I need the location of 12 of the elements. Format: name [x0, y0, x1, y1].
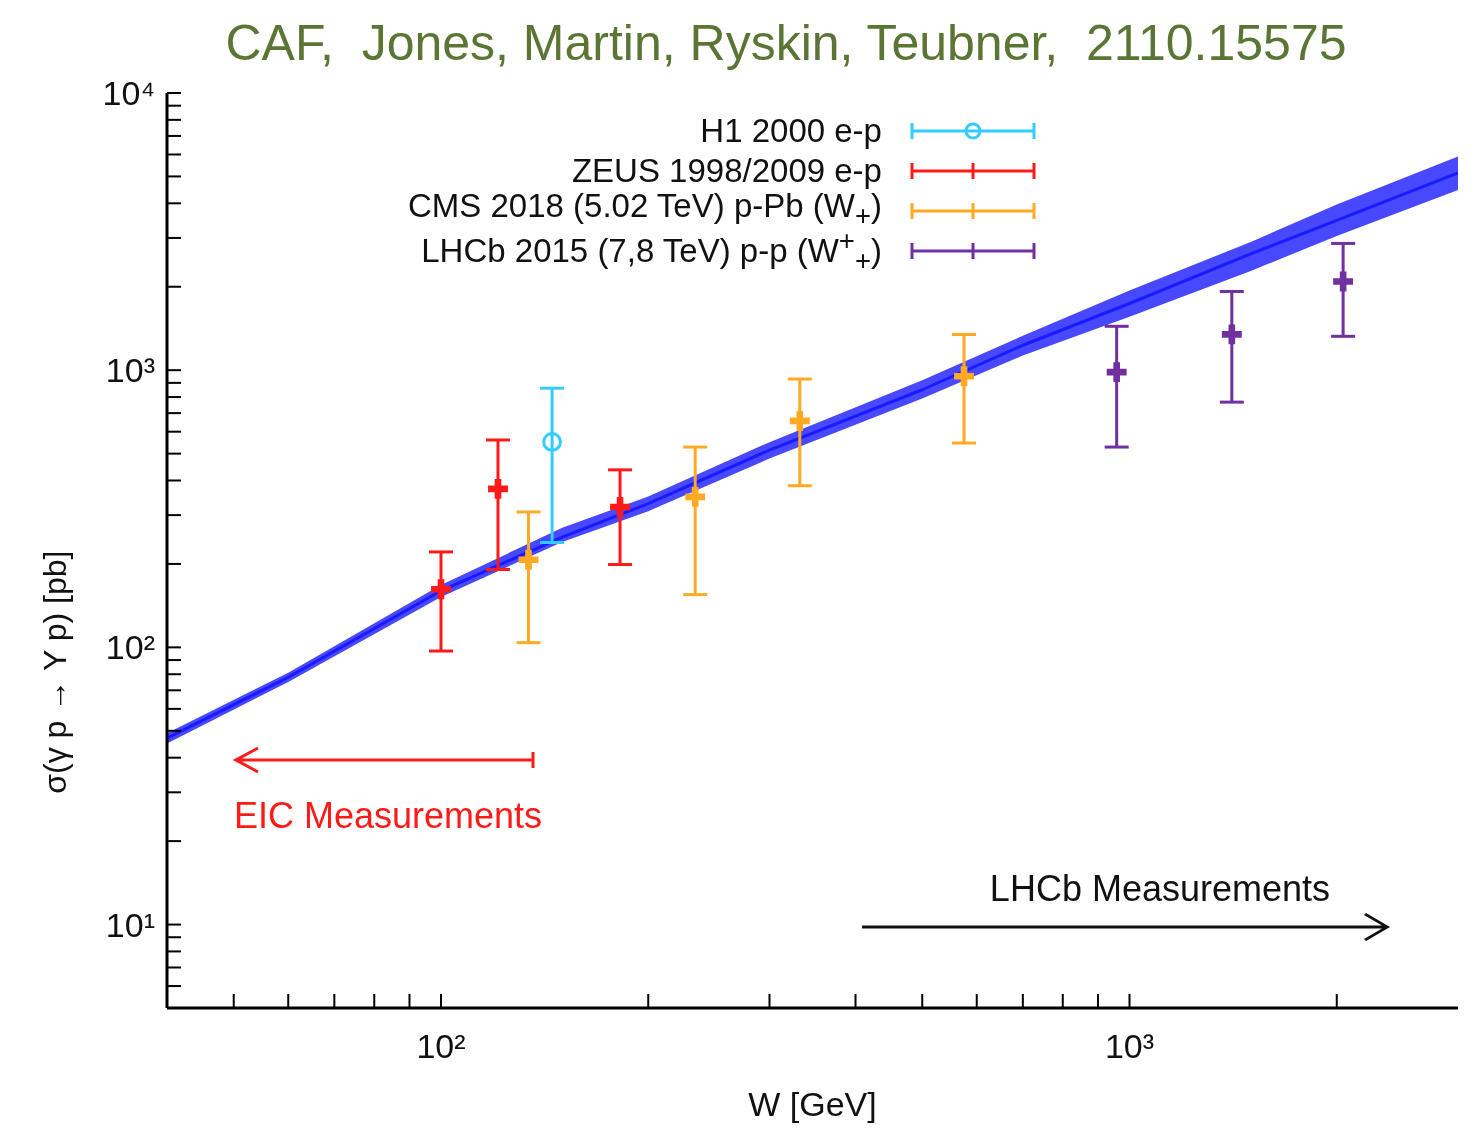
legend-label: H1 2000 e-p [700, 111, 882, 151]
y-tick-label: 10² [105, 628, 155, 667]
y-tick-label: 10³ [105, 351, 155, 390]
legend-label: LHCb 2015 (7,8 TeV) p-p (W$^{+}$$_{+}$) [421, 225, 882, 276]
x-axis-title: W [GeV] [748, 1085, 877, 1123]
y-axis-title: σ(γ p → Υ p) [pb] [37, 550, 74, 794]
legend-label: ZEUS 1998/2009 e-p [571, 151, 882, 191]
annotation: LHCb Measurements [989, 868, 1330, 909]
annotation: EIC Measurements [234, 795, 543, 836]
y-tick-label: 10⁴ [102, 74, 155, 113]
y-tick-label: 10¹ [105, 905, 155, 944]
chart-title: CAF, Jones, Martin, Ryskin, Teubner, 2110.15575 [225, 15, 1347, 71]
